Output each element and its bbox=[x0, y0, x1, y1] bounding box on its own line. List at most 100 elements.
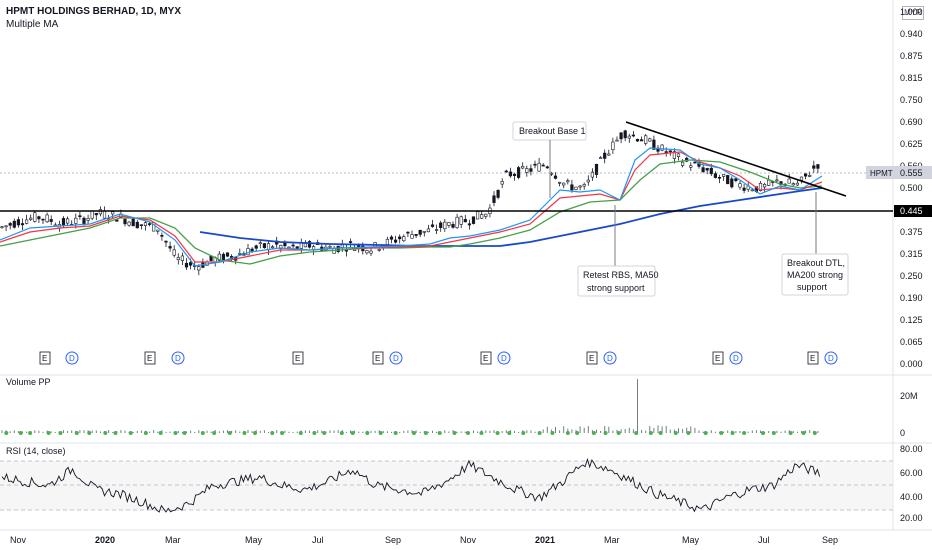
volume-marker bbox=[212, 431, 217, 435]
candle-body bbox=[615, 139, 619, 142]
candle-body bbox=[262, 243, 267, 248]
dividend-marker[interactable]: D bbox=[389, 351, 403, 365]
annotation-breakout-line1: Breakout DTL, bbox=[787, 258, 845, 268]
dividend-marker[interactable]: D bbox=[65, 351, 79, 365]
indicator-label[interactable]: Multiple MA bbox=[6, 19, 59, 30]
candle-body bbox=[635, 138, 640, 142]
volume-marker bbox=[339, 431, 344, 435]
candle-body bbox=[590, 171, 594, 178]
candle-body bbox=[500, 181, 504, 185]
candle-body bbox=[217, 253, 221, 261]
candle-body bbox=[570, 184, 574, 191]
candle-body bbox=[439, 222, 443, 228]
volume-marker bbox=[365, 431, 370, 435]
earnings-marker[interactable]: E bbox=[144, 351, 156, 365]
annotation-breakout-base-text: Breakout Base 1 bbox=[519, 126, 586, 136]
dividend-marker[interactable]: D bbox=[603, 351, 617, 365]
volume-marker bbox=[298, 431, 303, 435]
volume-marker bbox=[521, 431, 526, 435]
event-marker-label: D bbox=[828, 354, 834, 363]
ma-mid-line bbox=[0, 151, 823, 263]
volume-marker bbox=[378, 431, 383, 435]
annotation-breakout-base[interactable]: Breakout Base 1 bbox=[512, 121, 587, 198]
earnings-marker[interactable]: E bbox=[586, 351, 598, 365]
event-marker-label: E bbox=[375, 354, 380, 363]
candle-body bbox=[607, 153, 611, 156]
candle-body bbox=[123, 218, 127, 225]
candle-body bbox=[369, 250, 373, 254]
candle-body bbox=[508, 171, 513, 177]
time-tick: May bbox=[245, 535, 263, 545]
price-tick: 0.125 bbox=[900, 315, 923, 325]
earnings-marker[interactable]: E bbox=[292, 351, 304, 365]
candle-body bbox=[451, 224, 455, 228]
level-price-badge bbox=[894, 205, 932, 217]
candle-body bbox=[111, 211, 115, 215]
descending-trendline[interactable] bbox=[625, 121, 847, 197]
volume-marker bbox=[730, 431, 735, 435]
annotation-retest[interactable]: Retest RBS, MA50 strong support bbox=[577, 205, 659, 297]
candle-body bbox=[139, 224, 144, 226]
volume-marker bbox=[270, 431, 275, 435]
volume-marker bbox=[703, 431, 708, 435]
ma-long-line bbox=[199, 187, 823, 247]
candle-body bbox=[180, 255, 185, 261]
price-tick: 0.065 bbox=[900, 337, 923, 347]
candle-body bbox=[410, 234, 414, 239]
candle-body bbox=[398, 236, 402, 240]
rsi-pane-label[interactable]: RSI (14, close) bbox=[6, 446, 66, 456]
candle-body bbox=[455, 216, 459, 228]
candle-body bbox=[541, 164, 545, 167]
volume-marker bbox=[465, 431, 470, 435]
dividend-marker[interactable]: D bbox=[824, 351, 838, 365]
candle-body bbox=[143, 222, 148, 226]
price-tick: 0.940 bbox=[900, 29, 923, 39]
volume-bars bbox=[1, 379, 819, 435]
candle-body bbox=[791, 183, 795, 186]
price-tick: 0.815 bbox=[900, 73, 923, 83]
earnings-marker[interactable]: E bbox=[372, 351, 384, 365]
candle-body bbox=[86, 218, 90, 221]
candle-body bbox=[172, 249, 176, 256]
price-tick: 0.315 bbox=[900, 249, 923, 259]
annotation-breakout-line3: support bbox=[797, 282, 828, 292]
candle-body bbox=[717, 177, 722, 179]
event-marker-label: E bbox=[589, 354, 594, 363]
candle-body bbox=[258, 242, 262, 245]
candle-body bbox=[422, 230, 426, 233]
currency-badge[interactable]: MYR bbox=[902, 6, 924, 20]
candle-body bbox=[787, 178, 791, 184]
candle-body bbox=[291, 244, 295, 247]
earnings-marker[interactable]: E bbox=[480, 351, 492, 365]
event-marker-label: E bbox=[42, 354, 47, 363]
price-tick: 1.000 bbox=[900, 7, 923, 17]
annotation-breakout-dtl[interactable]: Breakout DTL, MA200 strong support bbox=[781, 192, 849, 296]
candle-body bbox=[135, 221, 139, 229]
current-price-badge bbox=[866, 166, 932, 179]
candle-body bbox=[74, 217, 78, 224]
volume-marker bbox=[673, 431, 678, 435]
earnings-marker[interactable]: E bbox=[712, 351, 724, 365]
candle-body bbox=[340, 244, 344, 248]
level-price-label: 0.445 bbox=[900, 206, 923, 216]
candle-body bbox=[29, 217, 33, 220]
dividend-marker[interactable]: D bbox=[171, 351, 185, 365]
candle-body bbox=[553, 175, 558, 179]
volume-marker bbox=[280, 431, 285, 435]
dividend-marker[interactable]: D bbox=[729, 351, 743, 365]
candle-body bbox=[767, 179, 771, 186]
earnings-marker[interactable]: E bbox=[807, 351, 819, 365]
candle-body bbox=[41, 218, 45, 221]
volume-marker bbox=[479, 431, 484, 435]
candle-body bbox=[127, 221, 131, 226]
candle-body bbox=[529, 168, 533, 172]
time-tick: Mar bbox=[604, 535, 620, 545]
event-marker-label: E bbox=[810, 354, 815, 363]
candle-body bbox=[545, 166, 549, 169]
volume-pane-label[interactable]: Volume PP bbox=[6, 377, 51, 387]
dividend-marker[interactable]: D bbox=[497, 351, 511, 365]
candle-body bbox=[287, 246, 291, 249]
earnings-marker[interactable]: E bbox=[39, 351, 51, 365]
candle-body bbox=[709, 167, 713, 175]
